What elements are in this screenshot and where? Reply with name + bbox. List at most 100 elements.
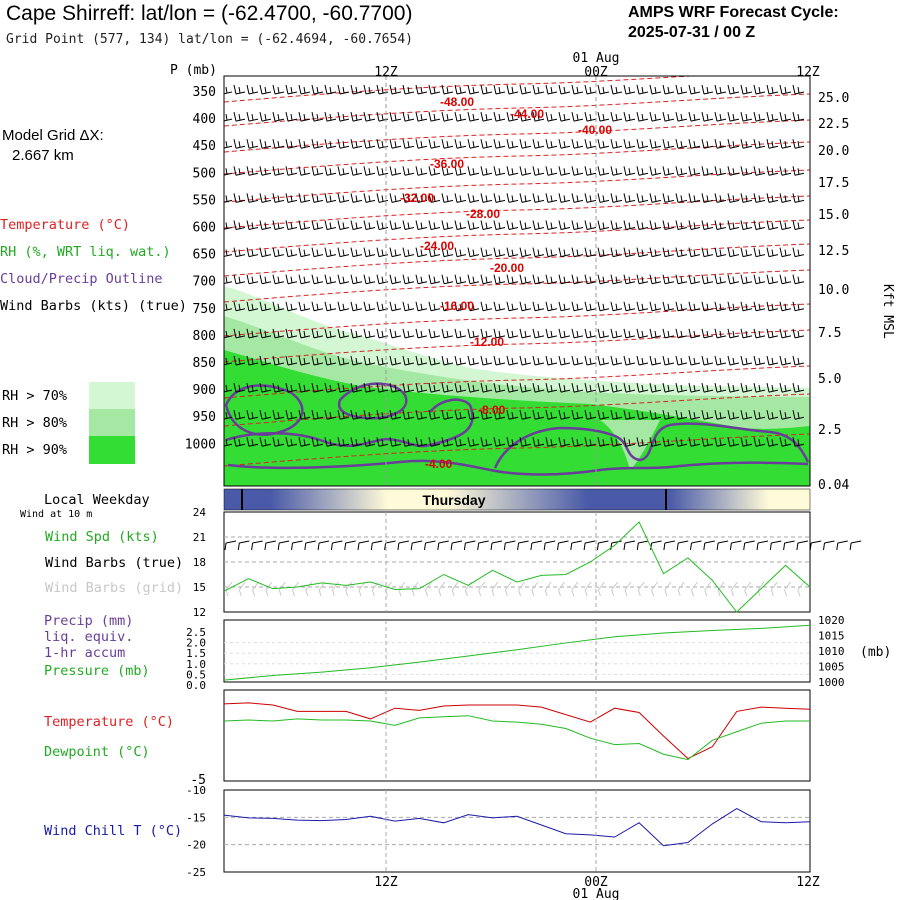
- profile-barb: [688, 193, 701, 203]
- profile-barb: [246, 410, 259, 420]
- profile-barb: [467, 355, 480, 366]
- profile-barb: [402, 274, 415, 285]
- profile-barb: [662, 84, 675, 95]
- true-wind-barb: [477, 540, 489, 551]
- profile-barb: [610, 220, 623, 230]
- profile-barb: [597, 84, 610, 95]
- profile-barb: [714, 328, 727, 339]
- true-wind-barb: [370, 540, 383, 551]
- profile-barb: [792, 301, 805, 312]
- profile-barb: [610, 193, 623, 203]
- profile-barb: [740, 247, 753, 258]
- temperature-contour-11: [224, 365, 810, 399]
- profile-barb: [675, 111, 688, 122]
- windchill-ytick--10: -10: [186, 784, 206, 797]
- profile-barb: [571, 111, 584, 122]
- temperature-contour-label-5: -28.00: [466, 207, 500, 221]
- profile-barb: [584, 247, 597, 258]
- pressure-label-700: 700: [193, 275, 216, 290]
- top-date-label: 01 Aug: [573, 51, 620, 66]
- profile-barb: [701, 382, 714, 393]
- lower-time-gridlines: [385, 512, 597, 872]
- profile-barb: [415, 301, 428, 312]
- profile-barb: [441, 301, 454, 312]
- profile-barb: [324, 328, 337, 339]
- true-wind-barb: [823, 540, 835, 551]
- grid-wind-barb: [744, 581, 752, 597]
- profile-barb: [506, 111, 519, 122]
- profile-barb: [467, 437, 480, 447]
- true-wind-barb: [690, 540, 702, 551]
- profile-barb: [402, 410, 415, 420]
- profile-barb: [311, 355, 324, 366]
- profile-barb: [584, 139, 597, 149]
- profile-barb: [311, 301, 324, 312]
- true-wind-barb: [397, 540, 409, 551]
- profile-barb: [324, 166, 337, 176]
- profile-barb: [246, 166, 259, 176]
- profile-barb: [480, 220, 493, 230]
- profile-barb: [740, 382, 753, 393]
- profile-barb: [519, 382, 532, 393]
- profile-barb: [571, 166, 584, 176]
- profile-barb: [662, 382, 675, 393]
- profile-barb: [363, 111, 376, 122]
- dewpoint-line: [223, 715, 810, 761]
- profile-barb: [610, 355, 623, 366]
- profile-barb: [259, 355, 272, 366]
- profile-barb: [558, 301, 571, 312]
- profile-barb: [701, 139, 714, 149]
- true-wind-barb: [317, 540, 330, 551]
- profile-barb: [363, 410, 376, 420]
- profile-barb: [584, 193, 597, 203]
- true-wind-barb: [344, 540, 356, 551]
- profile-barb: [480, 111, 493, 122]
- profile-barb: [272, 274, 285, 285]
- profile-barb: [415, 84, 428, 95]
- profile-barb: [337, 274, 350, 285]
- true-wind-barb: [450, 540, 463, 551]
- wind-speed-label: Wind Spd (kts): [45, 529, 159, 545]
- profile-barb: [753, 410, 766, 420]
- profile-barb: [597, 247, 610, 258]
- profile-barb: [285, 274, 298, 285]
- profile-barb: [246, 355, 259, 366]
- profile-barb: [792, 328, 805, 339]
- profile-barb: [285, 437, 298, 447]
- profile-barb: [766, 328, 779, 339]
- profile-barb: [480, 84, 493, 95]
- temperature-contour-label-0: -48.00: [440, 95, 474, 109]
- temperature-contour-0: [224, 76, 700, 103]
- profile-barb: [506, 193, 519, 203]
- profile-barb: [740, 355, 753, 366]
- profile-barb: [688, 247, 701, 258]
- profile-barb: [753, 328, 766, 339]
- profile-barb: [402, 111, 415, 122]
- profile-barb: [467, 247, 480, 258]
- true-wind-barb: [277, 540, 290, 551]
- grid-wind-barb: [597, 581, 605, 597]
- profile-barb: [584, 84, 597, 95]
- profile-barb: [363, 193, 376, 203]
- top-tick-12z-1: 12Z: [374, 65, 398, 80]
- profile-barb: [558, 247, 571, 258]
- grid-wind-barb: [345, 581, 353, 597]
- temperature-contour-label-9: -12.00: [470, 335, 504, 349]
- profile-barb: [649, 193, 662, 203]
- profile-barb: [506, 166, 519, 176]
- profile-barb: [480, 328, 493, 339]
- profile-barb: [532, 410, 545, 420]
- true-wind-barb: [676, 540, 689, 551]
- precip-ytick-1.5: 1.5: [186, 647, 206, 660]
- profile-barb: [519, 193, 532, 203]
- profile-barb: [584, 410, 597, 420]
- grid-wind-barb: [425, 581, 432, 597]
- profile-barb: [597, 437, 610, 447]
- temperature-contour-labels: -48.00 -44.00 -40.00 -36.00 -32.00 -28.00 -24.…: [400, 95, 612, 471]
- profile-barb: [623, 437, 636, 447]
- profile-barb: [792, 220, 805, 230]
- profile-barb: [493, 247, 506, 258]
- temperature-contour-label-3: -36.00: [430, 157, 464, 171]
- pressure-label-850: 850: [193, 356, 216, 371]
- wind-barbs-true-label: Wind Barbs (true): [45, 555, 184, 571]
